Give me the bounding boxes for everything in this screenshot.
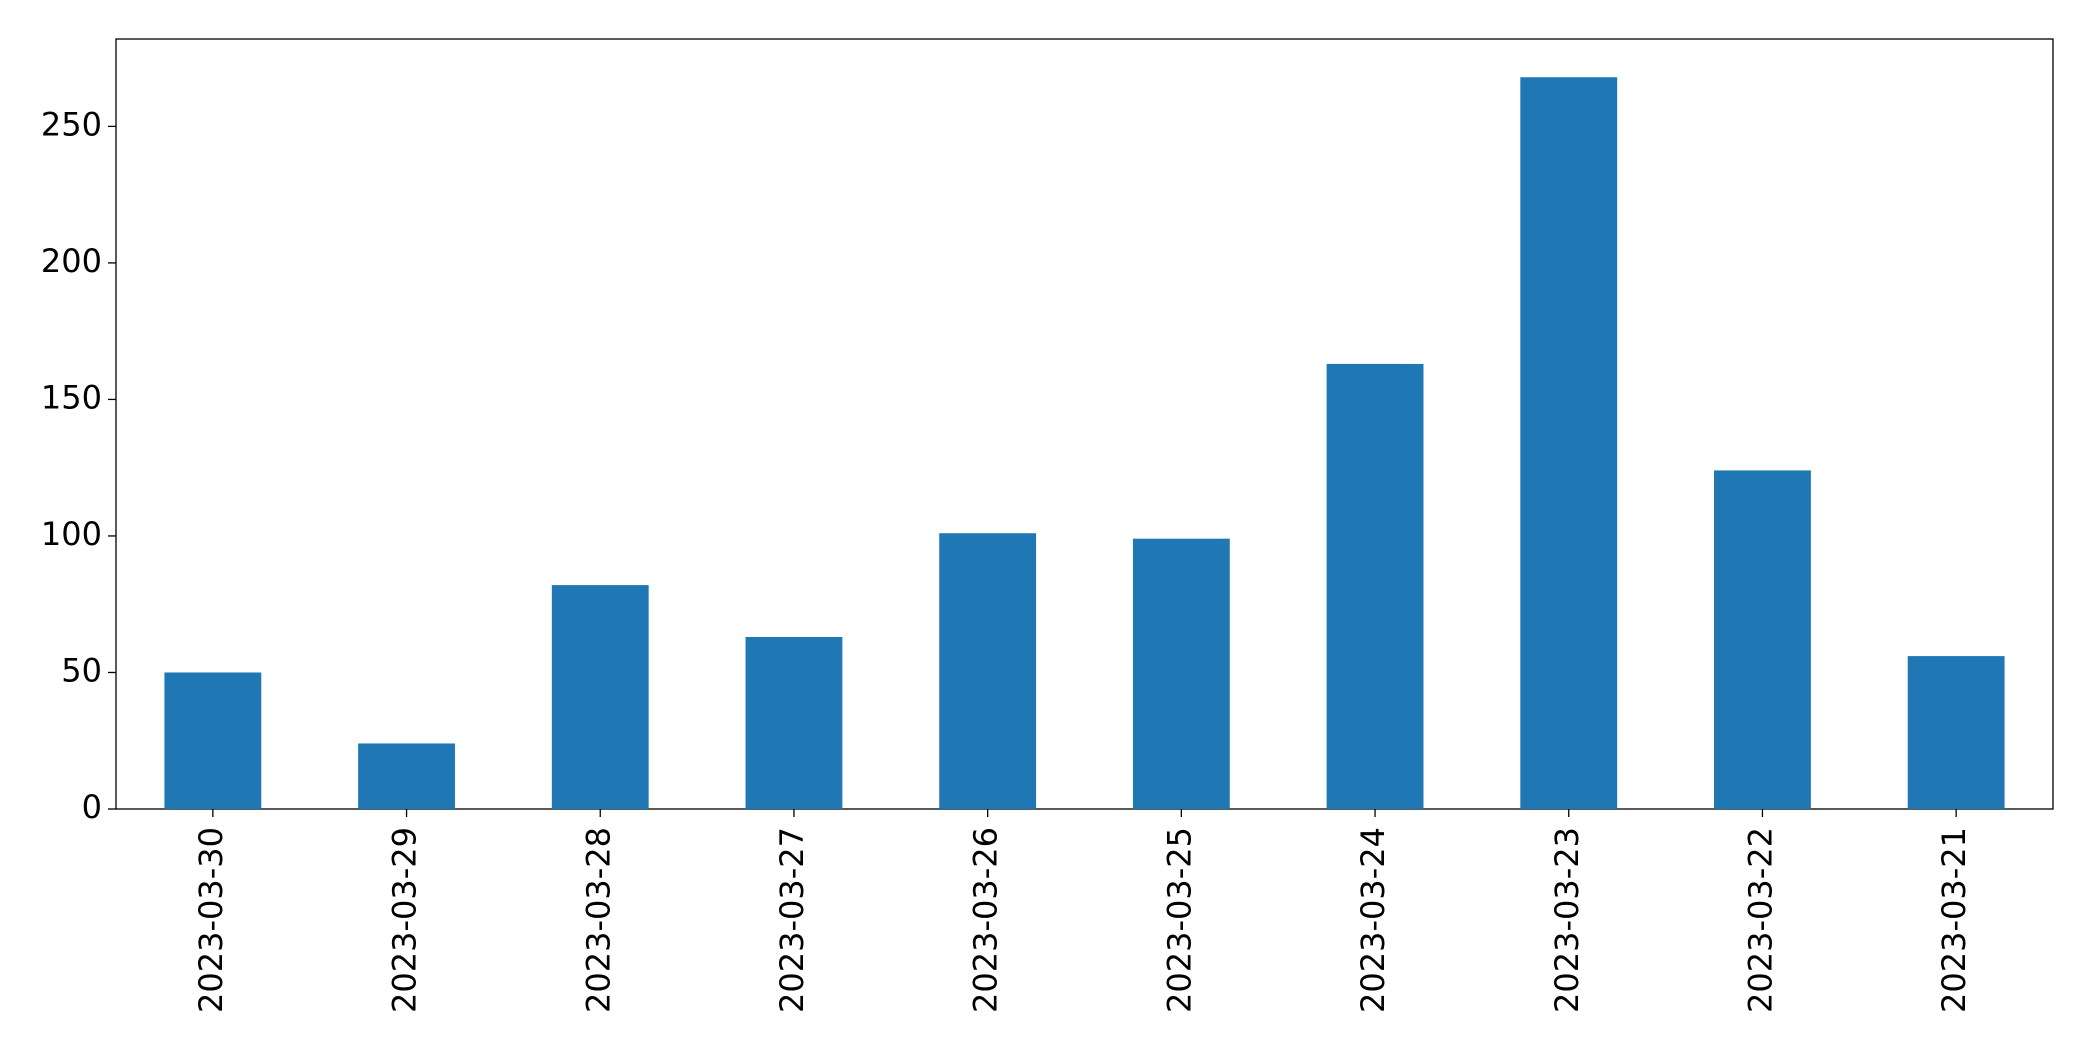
x-tick-label: 2023-03-22 bbox=[1741, 827, 1779, 1013]
x-tick-label: 2023-03-30 bbox=[192, 827, 230, 1013]
x-tick-label: 2023-03-29 bbox=[386, 827, 424, 1013]
x-tick-label: 2023-03-27 bbox=[773, 827, 811, 1013]
x-tick-label: 2023-03-21 bbox=[1935, 827, 1973, 1013]
y-tick-label: 0 bbox=[82, 788, 102, 826]
bar bbox=[939, 533, 1037, 809]
plot-frame bbox=[115, 38, 2054, 810]
x-tick-label: 2023-03-28 bbox=[579, 827, 617, 1013]
y-tick-label: 200 bbox=[41, 242, 102, 280]
bar bbox=[164, 672, 262, 809]
y-tick-label: 100 bbox=[41, 515, 102, 553]
bar bbox=[1326, 363, 1424, 809]
y-tick-label: 250 bbox=[41, 105, 102, 143]
bar bbox=[1907, 656, 2005, 809]
x-tick-label: 2023-03-25 bbox=[1160, 827, 1198, 1013]
y-tick-label: 50 bbox=[61, 651, 102, 689]
y-tick-label: 150 bbox=[41, 378, 102, 416]
x-tick-label: 2023-03-23 bbox=[1548, 827, 1586, 1013]
bar bbox=[551, 585, 649, 809]
x-tick-label: 2023-03-26 bbox=[967, 827, 1005, 1013]
bar bbox=[745, 636, 843, 809]
bar bbox=[1132, 538, 1230, 809]
x-tick-label: 2023-03-24 bbox=[1354, 827, 1392, 1013]
bar bbox=[358, 743, 455, 809]
bar bbox=[1520, 77, 1618, 810]
bar bbox=[1714, 470, 1811, 809]
